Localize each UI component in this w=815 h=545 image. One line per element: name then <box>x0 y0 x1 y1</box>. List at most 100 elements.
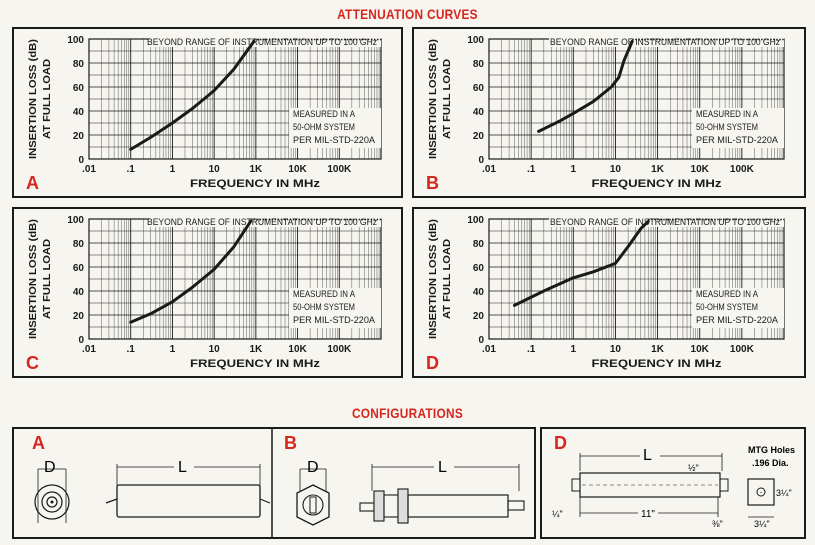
config-d-l-label: L <box>643 447 652 464</box>
config-d-three-eighths-label: ⅜" <box>712 519 723 529</box>
config-a-d-label: D <box>44 459 56 476</box>
config-b-stud-right <box>507 500 525 511</box>
measurement-note-line: MEASURED IN A <box>293 109 355 119</box>
x-axis-label: FREQUENCY IN MHz <box>190 178 321 190</box>
measurement-note-line: 50-OHM SYSTEM <box>293 122 355 132</box>
config-a-lead-left <box>105 498 118 504</box>
y-axis-label-line-1: INSERTION LOSS (dB) <box>28 219 39 339</box>
attenuation-curves-title: ATTENUATION CURVES <box>337 6 478 22</box>
y-tick-label: 60 <box>473 83 485 94</box>
chart-panel-letter: C <box>26 353 39 373</box>
config-a-end-view-middle <box>41 491 63 513</box>
config-b-flange-1 <box>373 490 385 522</box>
config-d-quarter-label: ¼" <box>552 509 563 519</box>
y-tick-label: 0 <box>478 155 484 166</box>
y-tick-label: 80 <box>473 239 485 250</box>
x-tick-label: 100K <box>730 344 755 355</box>
note-background <box>692 108 784 148</box>
config-a-l-label: L <box>178 459 187 476</box>
beyond-range-banner: BEYOND RANGE OF INSTRUMENTATION UP TO 10… <box>550 37 780 48</box>
config-b-thread <box>383 494 399 518</box>
banner-background <box>549 35 784 47</box>
y-tick-label: 60 <box>473 263 485 274</box>
x-tick-label: .1 <box>527 344 536 355</box>
x-tick-label: 1 <box>571 344 577 355</box>
x-tick-label: 10 <box>209 344 221 355</box>
config-a-end-view-inner <box>46 496 58 508</box>
y-tick-label: 40 <box>473 107 485 118</box>
config-d-mtg-holes-label: MTG Holes <box>748 445 795 455</box>
y-tick-label: 20 <box>73 311 85 322</box>
x-tick-label: 100K <box>327 164 352 175</box>
config-d-height-label: 3¼" <box>776 488 792 498</box>
configurations-title: CONFIGURATIONS <box>351 405 464 421</box>
chart-c-svg: BEYOND RANGE OF INSTRUMENTATION UP TO 10… <box>26 215 382 373</box>
beyond-range-banner: BEYOND RANGE OF INSTRUMENTATION UP TO 10… <box>147 37 377 48</box>
config-d-end-view <box>747 478 775 506</box>
x-tick-label: .1 <box>127 164 136 175</box>
note-background <box>289 108 381 148</box>
chart-panel-letter: D <box>426 353 439 373</box>
y-tick-label: 100 <box>467 35 484 46</box>
config-b-hex-nut <box>296 484 330 526</box>
config-b-body <box>407 494 509 518</box>
x-tick-label: .01 <box>82 164 96 175</box>
config-a-end-view-outer <box>34 484 70 520</box>
y-axis-label-line-1: INSERTION LOSS (dB) <box>28 39 39 159</box>
x-tick-label: 1 <box>170 164 176 175</box>
note-background <box>692 288 784 328</box>
config-d-body <box>579 472 721 498</box>
measurement-note-line: 50-OHM SYSTEM <box>696 122 758 132</box>
y-axis-label-line-1: INSERTION LOSS (dB) <box>428 219 439 339</box>
chart-panel-d: BEYOND RANGE OF INSTRUMENTATION UP TO 10… <box>412 207 806 378</box>
y-tick-label: 0 <box>78 335 84 346</box>
measurement-note-line: 50-OHM SYSTEM <box>293 302 355 312</box>
x-tick-label: 10 <box>610 164 622 175</box>
x-tick-label: 10 <box>209 164 221 175</box>
y-tick-label: 100 <box>67 35 84 46</box>
y-axis-label-line-2: AT FULL LOAD <box>442 239 453 319</box>
config-a-body <box>116 484 261 518</box>
y-tick-label: 20 <box>73 131 85 142</box>
x-tick-label: 10K <box>691 344 710 355</box>
banner-background <box>549 215 784 227</box>
measurement-note-line: PER MIL-STD-220A <box>293 315 375 325</box>
config-a-lead-right <box>259 498 271 504</box>
config-b-hex-bore <box>302 494 324 516</box>
y-axis-label-line-2: AT FULL LOAD <box>42 59 53 139</box>
config-d-drawing: D L ½" 11" ¼" ⅜" MTG Holes .196 Dia. 3¼"… <box>552 433 795 529</box>
config-b-stud-left <box>359 502 375 512</box>
config-d-letter: D <box>554 433 567 453</box>
banner-background <box>149 215 381 227</box>
config-b-l-label: L <box>438 459 447 476</box>
y-tick-label: 20 <box>473 311 485 322</box>
measurement-note-line: MEASURED IN A <box>293 289 355 299</box>
x-tick-label: 100K <box>327 344 352 355</box>
x-tick-label: 1K <box>651 344 665 355</box>
chart-panel-letter: B <box>426 173 439 193</box>
y-tick-label: 0 <box>478 335 484 346</box>
attenuation-curve <box>129 39 256 151</box>
x-tick-label: 1K <box>651 164 665 175</box>
chart-panel-b: BEYOND RANGE OF INSTRUMENTATION UP TO 10… <box>412 27 806 198</box>
chart-panel-a: BEYOND RANGE OF INSTRUMENTATION UP TO 10… <box>12 27 403 198</box>
chart-panel-c: BEYOND RANGE OF INSTRUMENTATION UP TO 10… <box>12 207 403 378</box>
x-tick-label: 1K <box>249 344 263 355</box>
x-axis-label: FREQUENCY IN MHz <box>190 358 321 370</box>
y-tick-label: 40 <box>73 287 85 298</box>
x-tick-label: 100K <box>730 164 755 175</box>
x-tick-label: 1K <box>249 164 263 175</box>
y-tick-label: 0 <box>78 155 84 166</box>
attenuation-curve <box>512 219 650 307</box>
y-tick-label: 80 <box>73 239 85 250</box>
config-d-11-label: 11" <box>641 509 655 520</box>
y-tick-label: 60 <box>73 263 85 274</box>
measurement-note-line: PER MIL-STD-220A <box>696 315 778 325</box>
y-axis-label-line-1: INSERTION LOSS (dB) <box>428 39 439 159</box>
attenuation-curve <box>129 219 253 324</box>
beyond-range-banner: BEYOND RANGE OF INSTRUMENTATION UP TO 10… <box>550 217 780 228</box>
config-d-half-label: ½" <box>688 463 699 473</box>
chart-d-svg: BEYOND RANGE OF INSTRUMENTATION UP TO 10… <box>426 215 785 373</box>
measurement-note-line: PER MIL-STD-220A <box>293 135 375 145</box>
y-tick-label: 80 <box>73 59 85 70</box>
